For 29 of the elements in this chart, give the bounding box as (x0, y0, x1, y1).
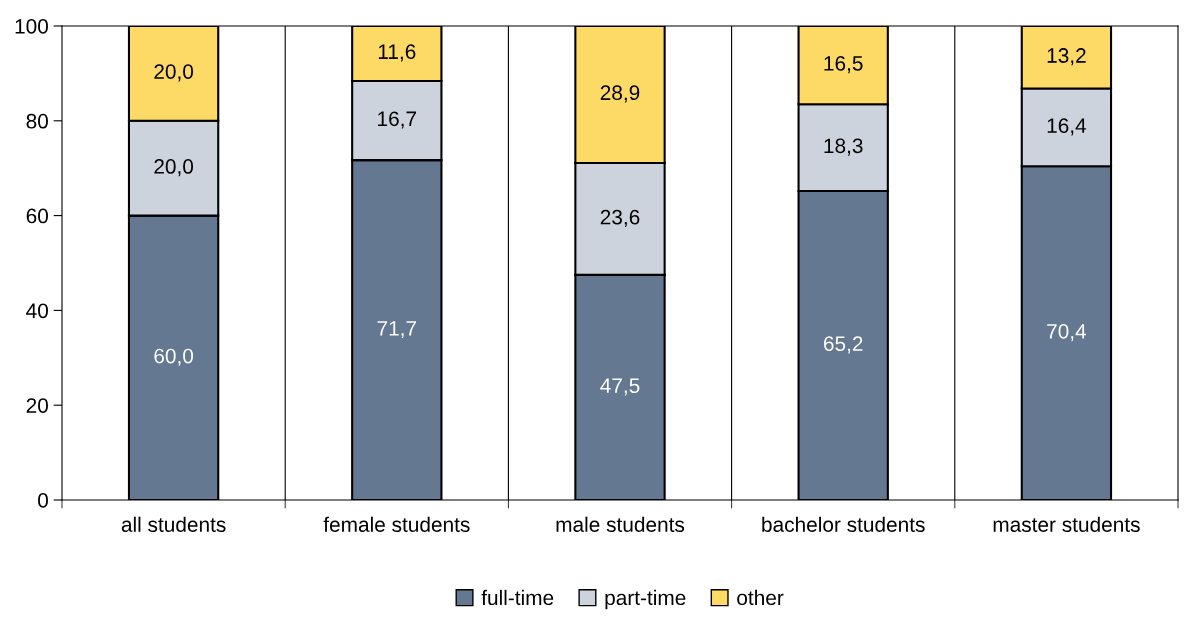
data-label: 28,9 (600, 85, 640, 103)
y-tick-label: 0 (38, 493, 48, 508)
legend-label: full-time (481, 589, 554, 606)
y-tick-label: 40 (26, 303, 48, 319)
x-tick-label: male students (556, 516, 685, 532)
data-label: 16,4 (1047, 118, 1087, 136)
data-label: 23,6 (600, 209, 640, 227)
y-tick-label: 100 (15, 19, 48, 34)
data-label: 71,7 (377, 321, 417, 339)
data-label: 13,2 (1047, 48, 1086, 66)
data-label: 65,2 (823, 336, 863, 354)
data-label: 47,5 (600, 378, 640, 396)
data-label: 11,6 (378, 44, 416, 62)
data-label: 16,5 (824, 55, 863, 74)
y-tick-label: 60 (26, 208, 48, 224)
data-label: 60,0 (154, 348, 194, 366)
data-label: 18,3 (824, 138, 863, 156)
legend-label: other (737, 589, 784, 606)
data-label: 20,0 (154, 159, 194, 177)
x-tick-label: bachelor students (762, 516, 925, 532)
data-label: 20,0 (154, 64, 194, 82)
data-label: 16,7 (378, 111, 417, 129)
y-tick-label: 80 (26, 113, 48, 129)
x-tick-label: all students (121, 516, 226, 532)
data-label: 70,4 (1047, 323, 1087, 342)
x-tick-label: master students (993, 516, 1140, 532)
legend-label: part-time (605, 589, 686, 610)
x-tick-label: female students (323, 516, 470, 532)
y-tick-label: 20 (26, 398, 48, 413)
